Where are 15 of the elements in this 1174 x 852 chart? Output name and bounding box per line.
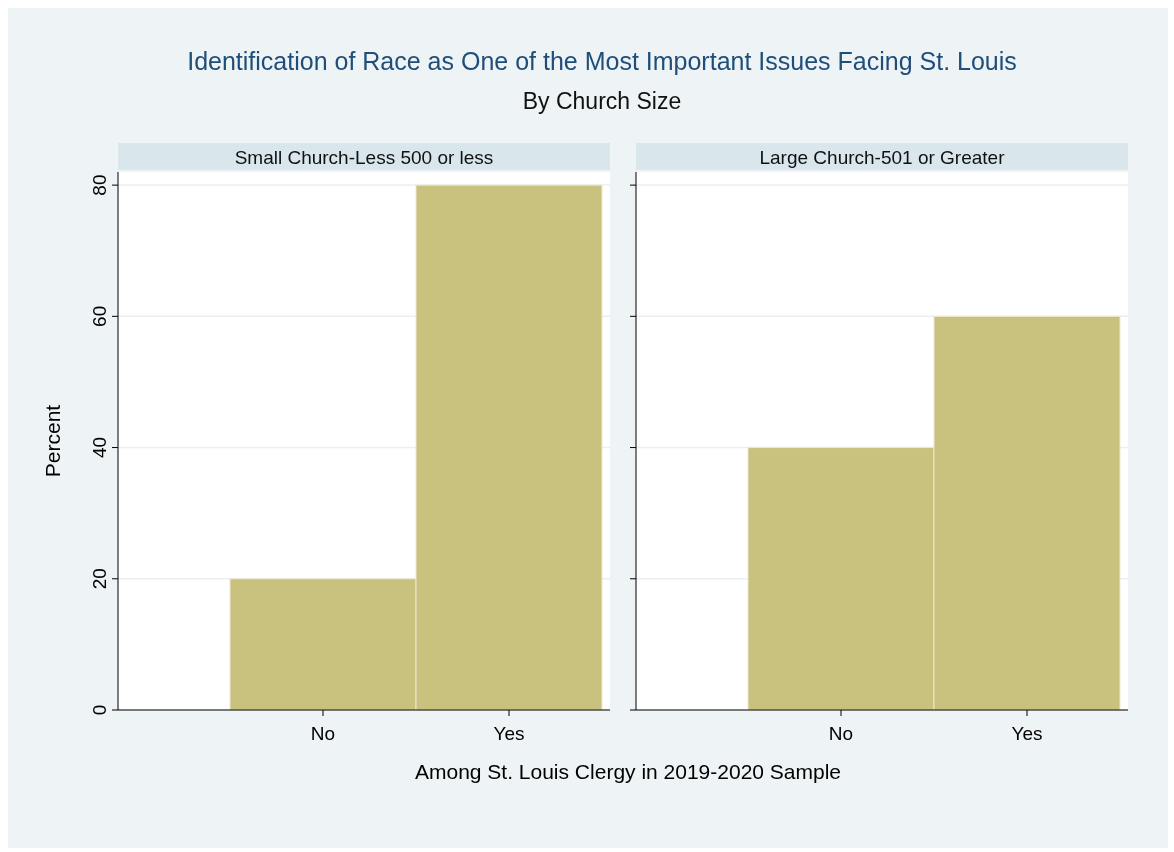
- text: Identification of Race as One of the Most Important Issues Facing St. Louis: [187, 47, 1017, 75]
- y-tick-label: 0: [89, 704, 110, 716]
- chart-title: Small Church-Less 500 or less: [234, 147, 494, 168]
- x-tick-label: No: [310, 723, 336, 744]
- x-tick-label: No: [828, 723, 854, 744]
- text: By Church Size: [522, 88, 682, 114]
- x-tick-label: Yes: [1011, 723, 1043, 744]
- y-tick-label: 20: [89, 568, 110, 590]
- y-tick-label: 80: [89, 174, 110, 196]
- y-tick-label: 60: [89, 305, 110, 327]
- y-axis-title: Percent: [41, 404, 64, 478]
- y-tick-label: 40: [89, 436, 110, 459]
- x-axis-title: Among St. Louis Clergy in 2019-2020 Sample: [414, 760, 842, 783]
- x-tick-label: Yes: [493, 723, 525, 744]
- chart-title: Large Church-501 or Greater: [759, 147, 1006, 168]
